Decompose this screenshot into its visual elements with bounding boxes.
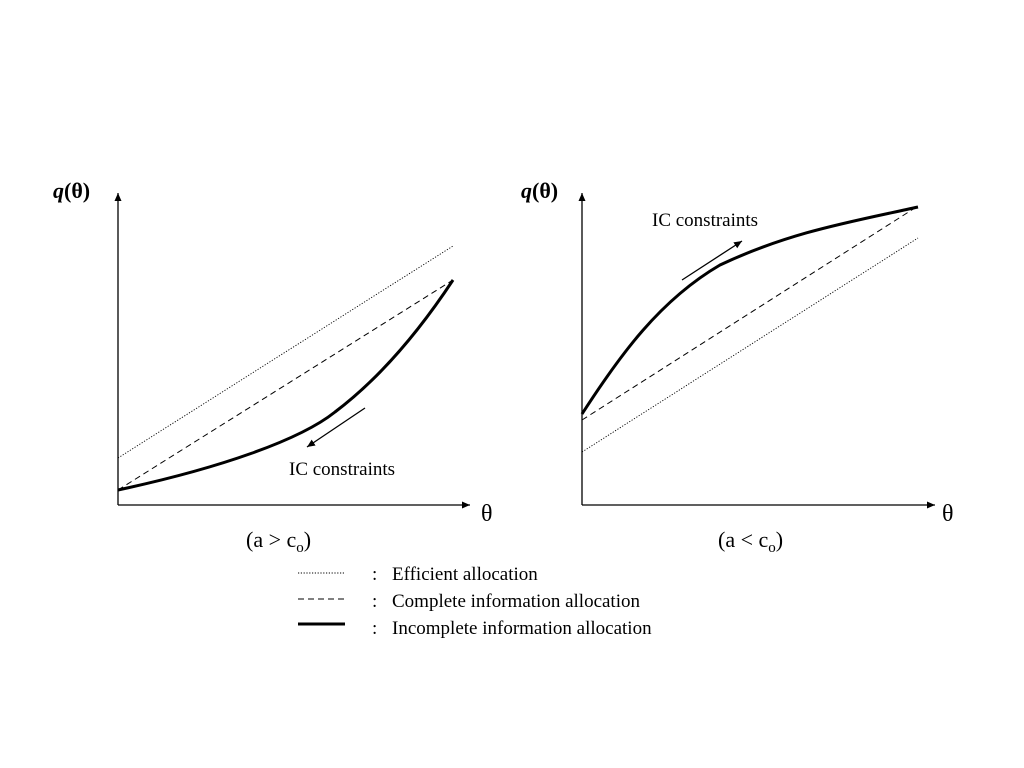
right-efficient-line xyxy=(581,237,919,453)
left-x-axis-title: θ xyxy=(481,501,493,527)
legend-label-efficient: Efficient allocation xyxy=(392,564,538,585)
legend-item-incomplete: : Incomplete information allocation xyxy=(298,618,652,639)
right-panel: q(θ) θ IC constraints (a < co) xyxy=(521,178,954,556)
left-y-axis-title: q(θ) xyxy=(53,178,90,203)
left-incomplete-info-curve xyxy=(117,279,455,492)
legend-item-complete: : Complete information allocation xyxy=(298,591,640,612)
left-condition-label: (a > co) xyxy=(246,527,311,556)
right-ic-arrow xyxy=(681,240,743,281)
right-ic-label: IC constraints xyxy=(652,210,758,231)
right-condition-label: (a < co) xyxy=(718,527,783,556)
legend-separator: : xyxy=(372,618,377,639)
left-panel: q(θ) θ IC constraints (a > co) xyxy=(53,178,493,556)
left-ic-arrow xyxy=(306,407,366,448)
left-complete-info-line xyxy=(117,279,454,491)
legend-separator: : xyxy=(372,591,377,612)
left-ic-label: IC constraints xyxy=(289,459,395,480)
right-complete-info-line xyxy=(581,205,919,421)
right-incomplete-info-curve xyxy=(580,205,919,415)
right-x-axis-title: θ xyxy=(942,501,954,527)
right-y-axis-title: q(θ) xyxy=(521,178,558,203)
legend-separator: : xyxy=(372,564,377,585)
legend: : Efficient allocation : Complete inform… xyxy=(298,564,652,639)
legend-label-complete: Complete information allocation xyxy=(392,591,640,612)
legend-item-efficient: : Efficient allocation xyxy=(298,564,538,585)
left-efficient-line xyxy=(117,245,454,459)
legend-label-incomplete: Incomplete information allocation xyxy=(392,618,652,639)
